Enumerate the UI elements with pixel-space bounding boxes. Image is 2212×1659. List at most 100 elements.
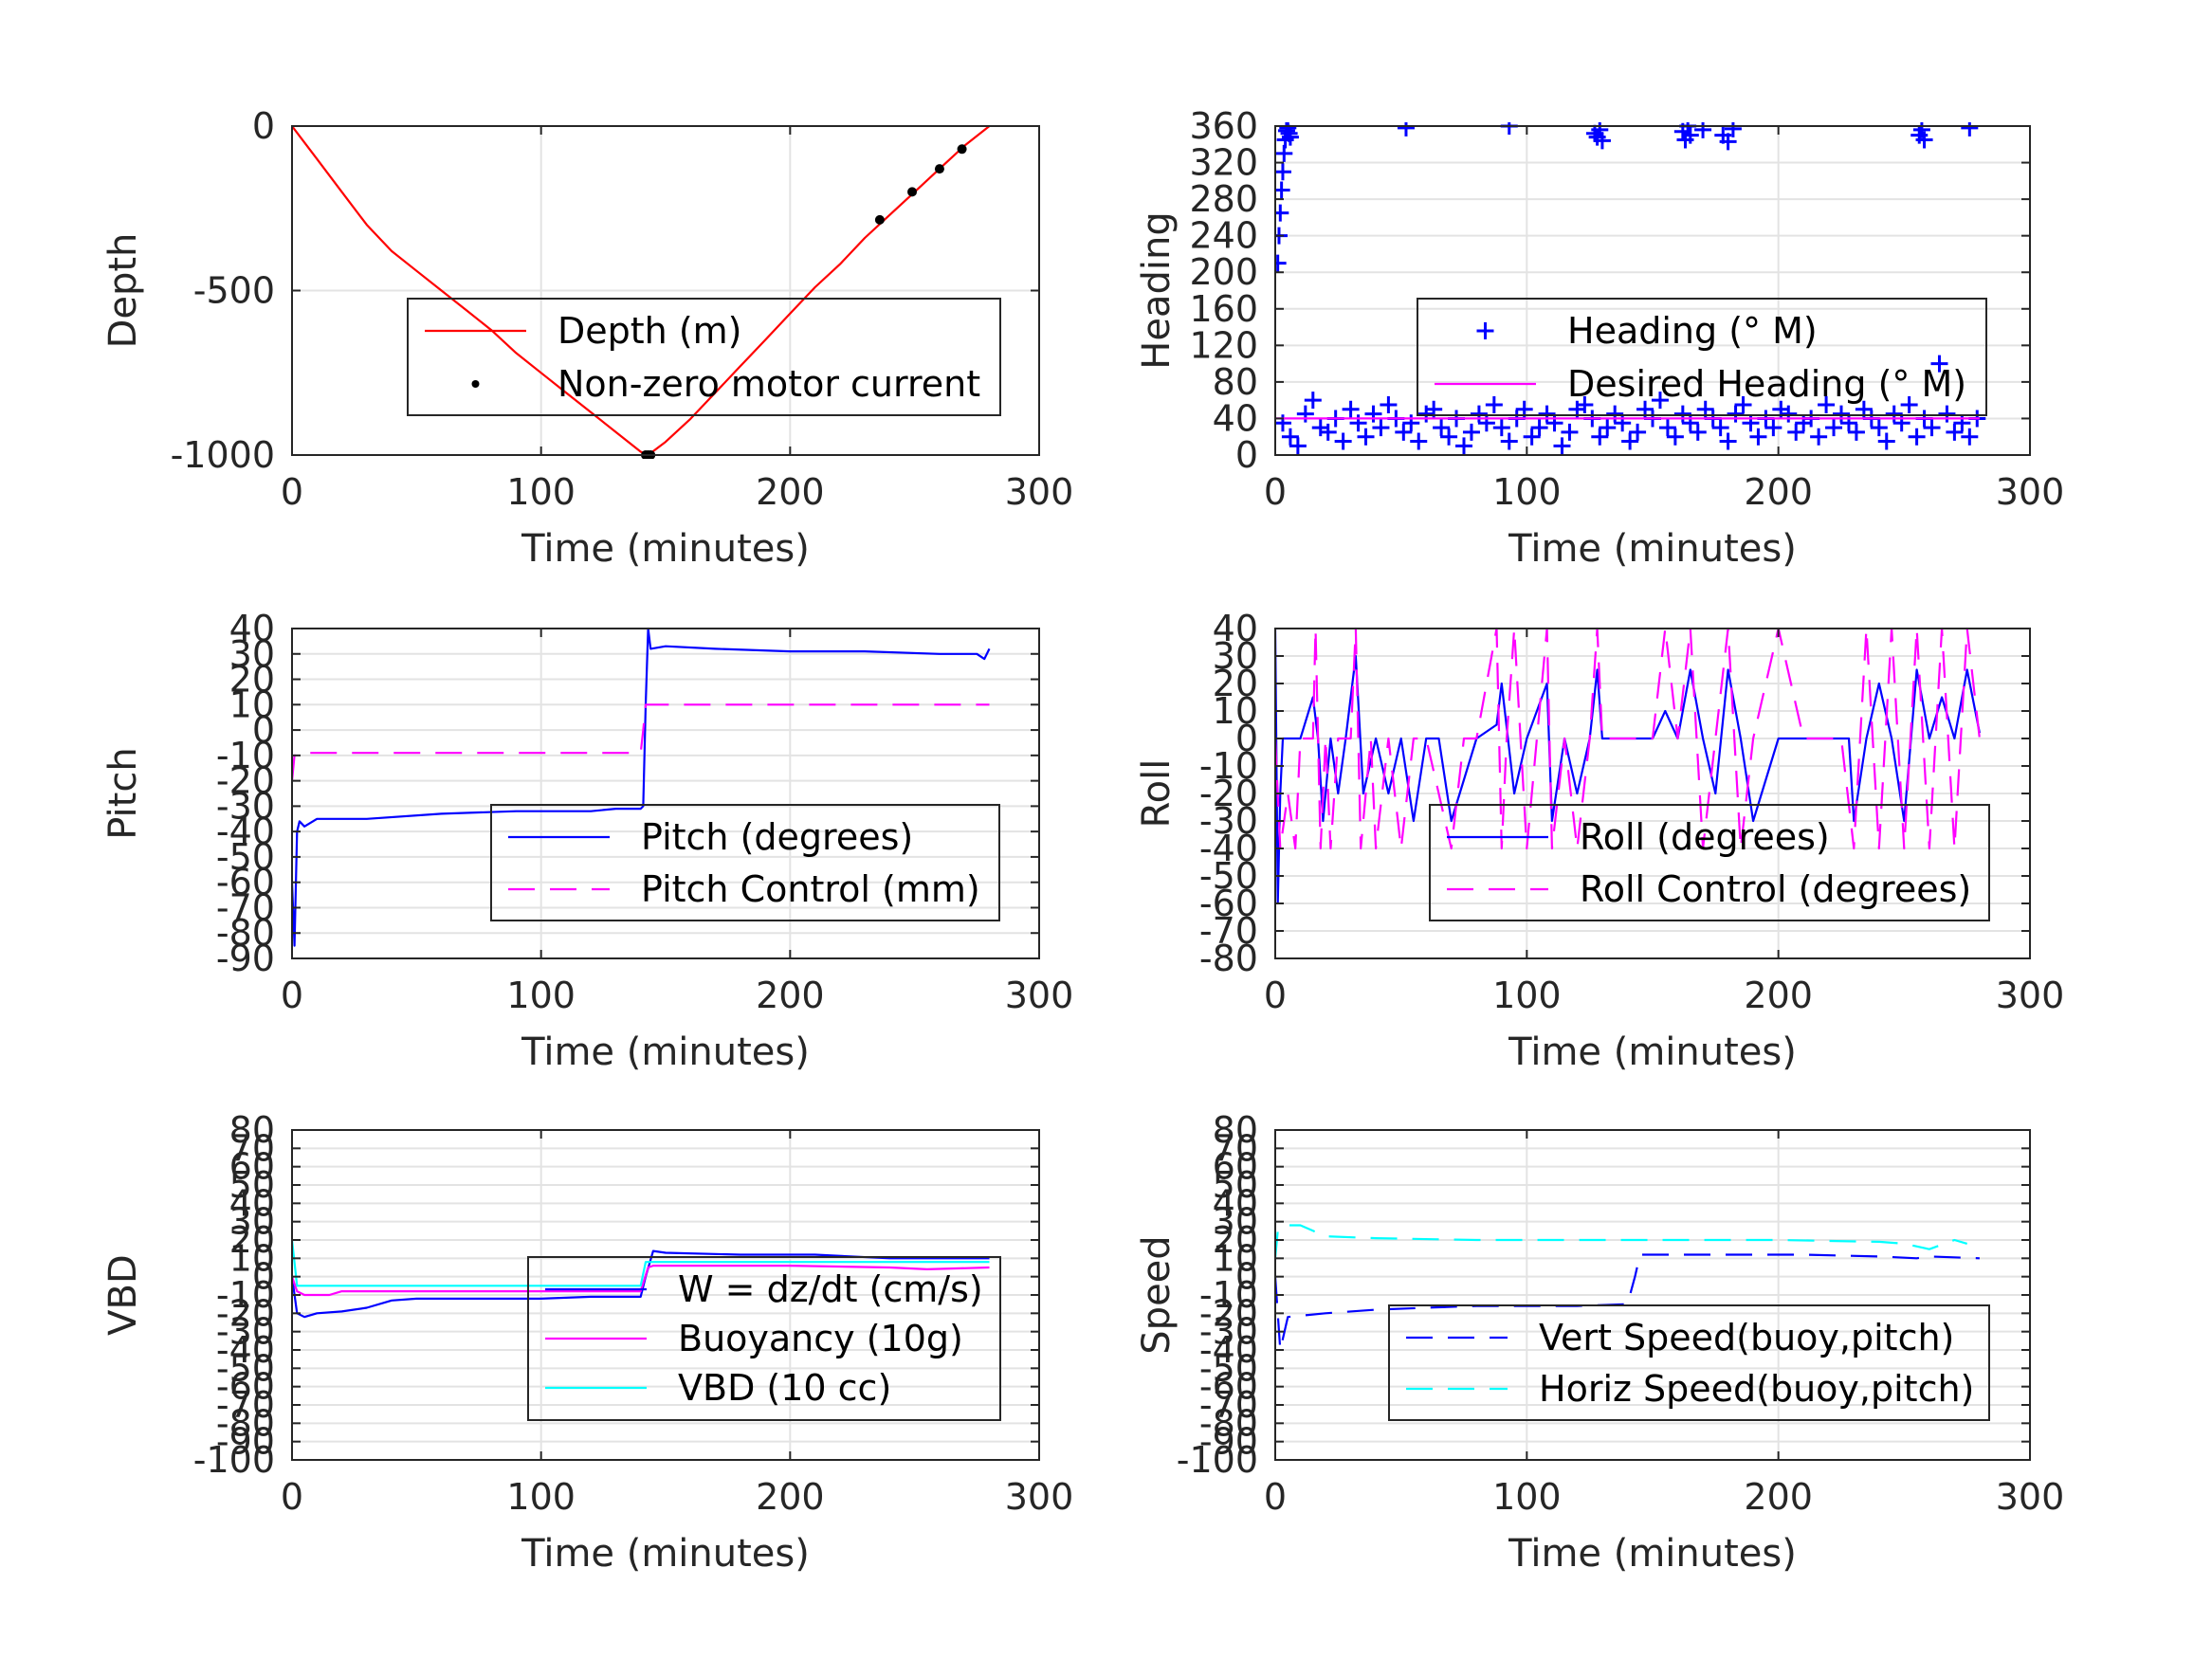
y-tick-label: 40	[1213, 1182, 1258, 1224]
heading-marker	[1470, 405, 1488, 423]
y-tick-label: 30	[1213, 635, 1258, 677]
heading-marker	[1689, 423, 1707, 441]
series-group	[292, 1239, 990, 1319]
heading-marker	[1724, 122, 1742, 137]
subplot-2: 0 100 200 30004080120160200240280320360Time…	[1135, 105, 2064, 571]
heading-marker	[1938, 405, 1956, 423]
heading-marker	[1593, 132, 1611, 150]
y-tick-label: -20	[216, 1292, 275, 1334]
legend: Roll (degrees) Roll Control (degrees)	[1429, 804, 1990, 921]
heading-marker	[1462, 423, 1480, 441]
y-tick-label: 10	[1213, 1237, 1258, 1279]
legend-box	[407, 298, 1001, 416]
x-tick-label: 200	[1744, 1476, 1813, 1518]
y-tick-label: 80	[1213, 361, 1258, 403]
heading-marker	[1364, 405, 1382, 423]
heading-marker	[1908, 428, 1926, 446]
subplot-6: 0 100 200 30080706050403020100-10-20-30-40-…	[1135, 1109, 2064, 1576]
series-line	[292, 1264, 990, 1297]
motor-current-point	[874, 214, 885, 225]
y-tick-label: -90	[216, 1421, 275, 1463]
heading-marker	[1673, 405, 1691, 423]
legend-marker	[471, 380, 480, 388]
y-tick-label: -40	[216, 1329, 275, 1371]
x-tick-label: 200	[756, 975, 825, 1016]
y-tick-label: 200	[1189, 251, 1258, 293]
y-tick-label: -20	[1199, 1292, 1258, 1334]
y-tick-label: -70	[216, 1384, 275, 1426]
y-tick-label: -70	[1199, 1384, 1258, 1426]
heading-marker	[1621, 432, 1639, 450]
heading-marker	[1764, 419, 1782, 437]
y-tick-label: 0	[1235, 1256, 1258, 1298]
x-tick-label: 0	[1264, 975, 1287, 1016]
heading-marker	[1923, 419, 1941, 437]
series-group	[292, 627, 991, 947]
legend-label: Heading (° M)	[1567, 310, 1818, 352]
y-axis-label: Speed	[1135, 1235, 1179, 1354]
motor-current-point	[907, 187, 918, 197]
plot-area	[292, 629, 1039, 958]
heading-marker	[1455, 437, 1472, 455]
x-tick-label: 200	[1744, 471, 1813, 513]
heading-marker	[1818, 395, 1836, 413]
y-tick-label: 50	[229, 1164, 275, 1206]
legend-box	[490, 804, 1000, 921]
series-line	[292, 627, 991, 947]
y-tick-label: -20	[1199, 773, 1258, 814]
x-tick-label: 100	[1492, 471, 1562, 513]
y-tick-label: -30	[1199, 800, 1258, 842]
x-tick-label: 0	[281, 471, 303, 513]
y-tick-label: 320	[1189, 142, 1258, 184]
y-tick-label: 30	[1213, 1201, 1258, 1243]
heading-marker	[1289, 437, 1307, 455]
legend-label: Non-zero motor current	[558, 363, 980, 405]
series-group	[1275, 1224, 1980, 1352]
x-tick-label: 100	[1492, 1476, 1562, 1518]
heading-marker	[1304, 392, 1322, 410]
y-axis-label: VBD	[101, 1254, 145, 1336]
y-tick-label: -40	[1199, 828, 1258, 869]
heading-marker	[1349, 414, 1367, 432]
heading-marker	[1275, 414, 1291, 432]
y-tick-label: 30	[229, 1201, 275, 1243]
heading-marker	[1561, 423, 1579, 441]
y-tick-label: 10	[229, 684, 275, 725]
heading-marker	[1402, 414, 1420, 432]
heading-marker	[1492, 419, 1510, 437]
heading-marker	[1395, 423, 1413, 441]
heading-marker	[1342, 400, 1360, 418]
legend-label: Pitch (degrees)	[641, 816, 913, 858]
x-axis-label: Time (minutes)	[1508, 1030, 1797, 1074]
heading-marker	[1372, 419, 1390, 437]
series-line	[1275, 1224, 1968, 1259]
series-line	[292, 1249, 990, 1319]
heading-marker	[1591, 428, 1609, 446]
legend: Depth (m) Non-zero motor current	[407, 298, 1001, 416]
legend-label: Pitch Control (mm)	[641, 868, 980, 910]
x-axis-label: Time (minutes)	[521, 1532, 810, 1576]
heading-marker	[1591, 122, 1609, 138]
subplot-1: 0 100 200 300 0 -500 -1000 Time (minutes) Depth D…	[101, 105, 1073, 571]
x-tick-label: 300	[1996, 471, 2065, 513]
y-tick-label: 80	[1213, 1109, 1258, 1151]
y-tick-label: -80	[216, 912, 275, 954]
heading-marker	[1440, 428, 1458, 446]
y-tick-label: -70	[216, 886, 275, 928]
y-tick-label: 0	[1235, 434, 1258, 476]
y-tick-label: -40	[1199, 1329, 1258, 1371]
y-tick-label: 20	[1213, 1219, 1258, 1261]
legend-box	[1388, 1304, 1990, 1421]
y-tick-label: 10	[229, 1237, 275, 1279]
heading-marker	[1915, 131, 1933, 149]
heading-marker	[1606, 405, 1624, 423]
heading-marker	[1433, 419, 1451, 437]
y-tick-label: -500	[193, 270, 275, 312]
heading-marker	[1885, 405, 1903, 423]
y-tick-label: 160	[1189, 288, 1258, 330]
heading-marker	[1281, 428, 1299, 446]
x-axis-label: Time (minutes)	[1508, 1532, 1797, 1576]
y-tick-label: 40	[229, 1182, 275, 1224]
series-group	[1275, 122, 1986, 455]
